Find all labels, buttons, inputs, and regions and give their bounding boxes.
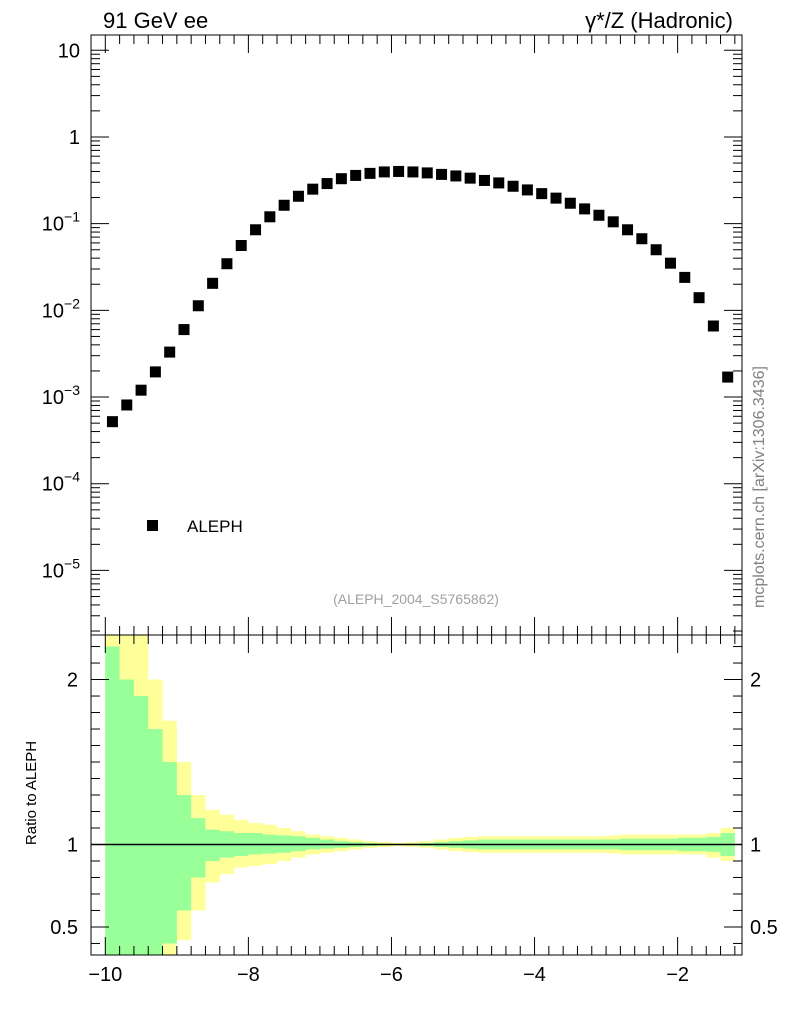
process-title: γ*/Z (Hadronic) xyxy=(585,8,733,33)
data-point xyxy=(478,174,490,186)
ratio-axis-ticks xyxy=(90,635,742,955)
data-point xyxy=(607,216,619,228)
ratio-y-tick-label: 1 xyxy=(750,834,761,856)
data-point xyxy=(264,211,276,223)
data-point xyxy=(679,271,691,283)
ratio-y-tick-label: 2 xyxy=(750,670,761,692)
ratio-y-tick-label: 1 xyxy=(67,834,78,856)
data-point xyxy=(579,203,591,215)
data-point xyxy=(707,320,719,332)
data-point xyxy=(307,183,319,195)
main-y-tick-labels: 10 1 10−1 10−2 10−3 10−4 10−5 xyxy=(42,40,80,582)
aleph-data-series xyxy=(106,165,734,428)
ratio-y-tick-label: 2 xyxy=(67,670,78,692)
data-point xyxy=(149,366,161,378)
data-point xyxy=(407,166,419,178)
x-tick-label: −2 xyxy=(666,964,689,986)
data-point xyxy=(292,190,304,202)
data-point xyxy=(421,167,433,179)
data-point xyxy=(464,172,476,184)
data-point xyxy=(378,166,390,178)
x-tick-labels: −10 −8 −6 −4 −2 xyxy=(88,964,689,986)
data-point xyxy=(493,177,505,189)
data-point xyxy=(650,244,662,256)
x-tick-label: −6 xyxy=(380,964,403,986)
y-tick-label: 10−3 xyxy=(42,382,80,409)
data-point xyxy=(178,324,190,336)
data-point xyxy=(622,224,634,236)
data-point xyxy=(564,197,576,209)
data-point xyxy=(536,188,548,200)
data-point xyxy=(335,173,347,185)
data-point xyxy=(135,384,147,396)
data-point xyxy=(221,258,233,270)
data-point xyxy=(164,346,176,358)
legend: ALEPH xyxy=(147,517,243,536)
data-point xyxy=(593,209,605,221)
x-tick-label: −10 xyxy=(88,964,122,986)
data-point xyxy=(436,168,448,180)
ratio-plot: 0.5 1 2 0.5 1 2 −10 −8 −6 −4 −2 Ratio to ALEPH xyxy=(23,634,778,986)
y-tick-label: 10−1 xyxy=(42,209,80,236)
data-point xyxy=(450,170,462,182)
x-tick-label: −4 xyxy=(523,964,546,986)
data-point xyxy=(350,169,362,181)
legend-marker xyxy=(147,520,158,531)
data-point xyxy=(192,300,204,312)
data-point xyxy=(106,416,118,428)
ratio-y-axis-label: Ratio to ALEPH xyxy=(23,741,40,845)
data-point xyxy=(693,292,705,304)
main-axis-ticks xyxy=(90,35,742,635)
y-tick-label: 10−4 xyxy=(42,469,80,496)
data-point xyxy=(235,239,247,251)
data-point xyxy=(393,165,405,177)
data-point xyxy=(364,167,376,179)
mcplots-side-label: mcplots.cern.ch [arXiv:1306.3436] xyxy=(751,366,768,608)
y-tick-label: 10−5 xyxy=(42,555,80,582)
ratio-y-tick-label: 0.5 xyxy=(750,917,778,939)
analysis-tag: (ALEPH_2004_S5765862) xyxy=(333,591,499,607)
data-point xyxy=(121,399,133,411)
uncertainty-band-inner xyxy=(105,646,735,955)
ratio-y-tick-label: 0.5 xyxy=(50,917,78,939)
ratio-plot-frame xyxy=(90,634,743,956)
data-point xyxy=(278,199,290,211)
data-point xyxy=(207,277,219,289)
y-tick-label: 10−2 xyxy=(42,295,80,322)
data-point xyxy=(250,224,262,236)
main-plot: 10 1 10−1 10−2 10−3 10−4 10−5 ALEPH (ALEPH_200… xyxy=(42,34,743,636)
x-tick-label: −8 xyxy=(237,964,260,986)
data-point xyxy=(550,192,562,204)
legend-label: ALEPH xyxy=(187,517,243,536)
ratio-y-tick-labels-right: 0.5 1 2 xyxy=(750,670,778,939)
data-point xyxy=(722,371,734,383)
data-point xyxy=(664,257,676,269)
y-tick-label: 1 xyxy=(69,127,80,149)
ratio-y-tick-labels-left: 0.5 1 2 xyxy=(50,670,78,939)
data-point xyxy=(636,233,648,245)
data-point xyxy=(321,178,333,190)
y-tick-label: 10 xyxy=(58,40,80,62)
data-point xyxy=(521,184,533,196)
energy-title: 91 GeV ee xyxy=(103,8,208,33)
data-point xyxy=(507,180,519,192)
